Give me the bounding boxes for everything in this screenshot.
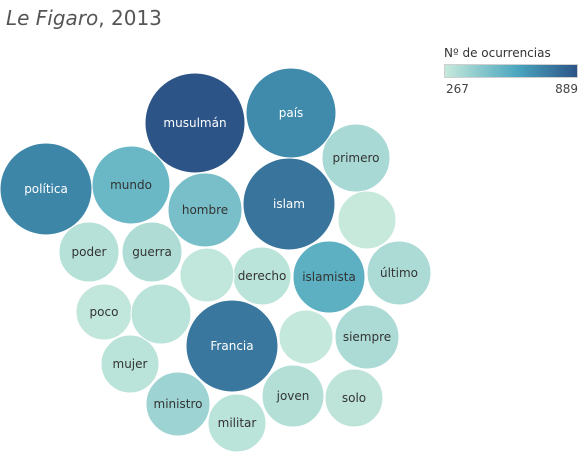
- bubble-islamista[interactable]: islamista: [292, 240, 366, 314]
- bubble-hombre[interactable]: hombre: [167, 172, 243, 248]
- bubble-Francia[interactable]: Francia: [185, 299, 279, 393]
- bubble-circle[interactable]: [179, 247, 235, 303]
- bubble-circle[interactable]: [130, 283, 192, 345]
- bubble-primero[interactable]: primero: [321, 123, 391, 193]
- bubble-circle[interactable]: [58, 221, 120, 283]
- bubble-unlabeled[interactable]: [278, 309, 334, 365]
- bubble-circle[interactable]: [185, 299, 279, 393]
- legend-title: Nº de ocurrencias: [444, 46, 551, 60]
- bubble-circle[interactable]: [75, 283, 133, 341]
- bubble-circle[interactable]: [245, 67, 337, 159]
- bubble-siempre[interactable]: siempre: [334, 304, 400, 370]
- legend-min-label: 267: [446, 82, 469, 96]
- bubble-último[interactable]: último: [366, 240, 432, 306]
- bubble-circle[interactable]: [121, 221, 183, 283]
- bubble-unlabeled[interactable]: [130, 283, 192, 345]
- bubble-guerra[interactable]: guerra: [121, 221, 183, 283]
- bubble-circle[interactable]: [167, 172, 243, 248]
- bubble-circle[interactable]: [0, 142, 93, 236]
- bubble-política[interactable]: política: [0, 142, 93, 236]
- chart-title: Le Figaro, 2013: [6, 6, 162, 30]
- bubble-unlabeled[interactable]: [179, 247, 235, 303]
- bubble-poco[interactable]: poco: [75, 283, 133, 341]
- bubble-circle[interactable]: [91, 145, 171, 225]
- bubble-circle[interactable]: [321, 123, 391, 193]
- publication-name: Le Figaro: [6, 6, 99, 30]
- bubble-mujer[interactable]: mujer: [100, 334, 160, 394]
- bubble-militar[interactable]: militar: [207, 393, 267, 453]
- bubble-mundo[interactable]: mundo: [91, 145, 171, 225]
- bubble-circle[interactable]: [232, 246, 292, 306]
- bubble-circle[interactable]: [334, 304, 400, 370]
- bubble-circle[interactable]: [145, 371, 211, 437]
- bubble-circle[interactable]: [337, 190, 397, 250]
- legend-max-label: 889: [555, 82, 578, 96]
- bubble-unlabeled[interactable]: [337, 190, 397, 250]
- bubble-circle[interactable]: [278, 309, 334, 365]
- bubble-joven[interactable]: joven: [261, 364, 325, 428]
- bubble-circle[interactable]: [261, 364, 325, 428]
- bubble-circle[interactable]: [324, 368, 384, 428]
- bubble-circle[interactable]: [144, 72, 246, 174]
- bubble-solo[interactable]: solo: [324, 368, 384, 428]
- bubble-circle[interactable]: [100, 334, 160, 394]
- bubble-islam[interactable]: islam: [242, 157, 336, 251]
- bubble-derecho[interactable]: derecho: [232, 246, 292, 306]
- bubble-poder[interactable]: poder: [58, 221, 120, 283]
- publication-year: , 2013: [98, 6, 162, 30]
- bubble-circle[interactable]: [242, 157, 336, 251]
- bubble-circle[interactable]: [366, 240, 432, 306]
- color-legend: Nº de ocurrencias 267 889: [444, 46, 578, 96]
- bubble-musulmán[interactable]: musulmán: [144, 72, 246, 174]
- bubble-ministro[interactable]: ministro: [145, 371, 211, 437]
- bubble-circle[interactable]: [207, 393, 267, 453]
- bubble-circle[interactable]: [292, 240, 366, 314]
- legend-gradient-bar: [444, 64, 578, 78]
- bubble-país[interactable]: país: [245, 67, 337, 159]
